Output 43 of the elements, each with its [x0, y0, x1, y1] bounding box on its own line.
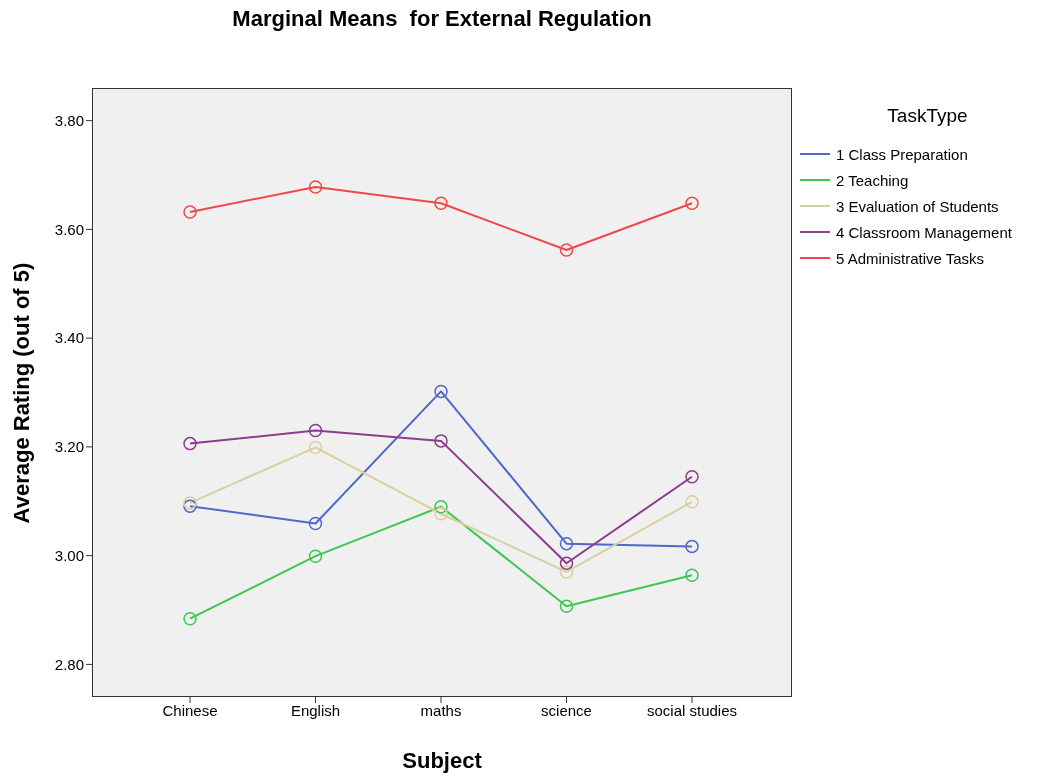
point: [434, 384, 448, 399]
legend-label: 3 Evaluation of Students: [836, 197, 999, 215]
x-tick-label: Chinese: [162, 701, 218, 719]
point: [183, 611, 197, 626]
x-tick-label: science: [541, 701, 592, 719]
point: [434, 499, 448, 514]
x-tick-label: English: [290, 701, 341, 719]
chart-title: Marginal Means for External Regulation: [231, 6, 653, 32]
point: [308, 180, 323, 194]
x-axis-title: Subject: [401, 748, 483, 774]
point: [559, 243, 574, 257]
point: [434, 507, 448, 521]
legend-title: TaskType: [886, 105, 969, 127]
legend-label: 1 Class Preparation: [836, 145, 968, 163]
y-tick-label: 3.60: [54, 220, 84, 238]
legend-label: 4 Classroom Management: [836, 223, 1012, 241]
point: [183, 205, 197, 219]
point: [685, 539, 699, 554]
y-tick-label: 3.40: [54, 329, 84, 347]
point: [308, 516, 323, 531]
y-tick-label: 2.80: [54, 655, 84, 673]
x-tick-label: maths: [420, 701, 462, 719]
x-tick-label: social studies: [646, 701, 738, 719]
y-tick-label: 3.00: [54, 546, 84, 564]
y-tick-label: 3.20: [54, 438, 84, 456]
legend-label: 2 Teaching: [836, 171, 909, 189]
point: [559, 565, 574, 579]
y-tick-label: 3.80: [54, 111, 84, 129]
legend-label: 5 Administrative Tasks: [836, 249, 985, 267]
point: [685, 568, 699, 582]
point: [308, 549, 323, 563]
point: [434, 196, 448, 211]
point: [685, 495, 699, 509]
point: [685, 196, 699, 211]
point: [685, 470, 699, 484]
point: [559, 536, 574, 551]
point: [559, 599, 574, 613]
y-axis-title: Average Rating (out of 5): [9, 262, 35, 523]
point: [308, 440, 323, 455]
point: [434, 434, 448, 448]
point: [183, 436, 197, 451]
point: [559, 556, 574, 570]
point: [308, 423, 323, 438]
